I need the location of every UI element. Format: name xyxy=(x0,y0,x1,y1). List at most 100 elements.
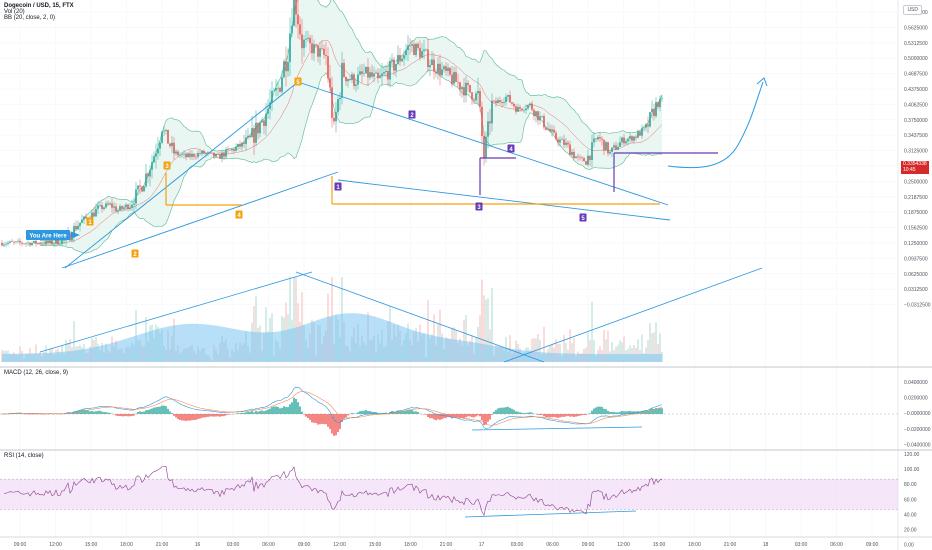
macd-histogram-bar xyxy=(367,410,369,414)
macd-histogram-bar xyxy=(137,411,139,414)
macd-histogram-bar xyxy=(331,414,333,434)
candle-body xyxy=(167,129,169,144)
macd-histogram-bar xyxy=(629,410,631,414)
candle-body xyxy=(497,100,499,104)
candle-body xyxy=(49,240,51,243)
macd-histogram-bar xyxy=(329,414,331,429)
candle-body xyxy=(19,240,21,243)
candle-body xyxy=(125,204,127,208)
macd-tick-label: −0.0400000 xyxy=(904,442,931,448)
macd-histogram-bar xyxy=(161,405,163,414)
candle-body xyxy=(219,154,221,159)
candle-body xyxy=(101,205,103,210)
macd-histogram-bar xyxy=(257,411,259,414)
candle-body xyxy=(575,156,577,159)
candle-body xyxy=(363,73,365,74)
candle-body xyxy=(461,87,463,90)
time-tick-label: 15:00 xyxy=(85,542,98,548)
macd-histogram-bar xyxy=(97,410,99,414)
candle-body xyxy=(523,110,525,111)
macd-histogram-bar xyxy=(603,408,605,414)
macd-histogram-bar xyxy=(143,411,145,414)
candle-body xyxy=(567,142,569,145)
candle-body xyxy=(635,136,637,138)
macd-histogram-bar xyxy=(153,407,155,414)
macd-histogram-bar xyxy=(637,411,639,414)
time-tick-label: 12:00 xyxy=(49,542,62,548)
macd-histogram-bar xyxy=(475,414,477,417)
macd-histogram-bar xyxy=(547,414,549,418)
macd-histogram-bar xyxy=(415,411,417,414)
volume-bar xyxy=(591,301,593,362)
candle-body xyxy=(215,153,217,157)
candle-body xyxy=(491,100,493,124)
macd-histogram-bar xyxy=(541,414,543,415)
candle-body xyxy=(411,44,413,46)
candle-body xyxy=(71,237,73,241)
macd-histogram-bar xyxy=(519,412,521,414)
macd-histogram-bar xyxy=(437,414,439,420)
macd-histogram-bar xyxy=(337,414,339,433)
macd-histogram-bar xyxy=(455,414,457,418)
candle-body xyxy=(321,48,323,49)
candle-body xyxy=(375,72,377,74)
candle-body xyxy=(589,155,591,160)
price-tick-label: 0.5000000 xyxy=(904,56,928,62)
candle-body xyxy=(387,70,389,80)
volume-bar xyxy=(543,326,545,362)
candle-body xyxy=(193,153,195,157)
candle-body xyxy=(305,38,307,40)
candle-body xyxy=(423,49,425,52)
candle-body xyxy=(329,78,331,88)
volume-bar xyxy=(35,344,37,362)
macd-histogram-bar xyxy=(131,414,133,416)
macd-histogram-bar xyxy=(401,411,403,414)
macd-histogram-bar xyxy=(525,413,527,414)
macd-histogram-bar xyxy=(631,411,633,414)
macd-histogram-bar xyxy=(293,397,295,414)
indicator-bb[interactable]: BB (20, close, 2, 0) xyxy=(4,15,56,21)
indicator-vol[interactable]: Vol (20) xyxy=(4,9,25,15)
volume-bar xyxy=(565,343,567,362)
candle-body xyxy=(271,90,273,103)
candle-body xyxy=(169,143,171,147)
macd-histogram-bar xyxy=(377,412,379,414)
macd-legend[interactable]: MACD (12, 26, close, 9) xyxy=(4,370,69,376)
candle-body xyxy=(451,74,453,84)
volume-bar xyxy=(651,333,653,362)
candle-body xyxy=(269,102,271,109)
candle-body xyxy=(381,73,383,76)
macd-histogram-bar xyxy=(105,412,107,414)
candle-body xyxy=(641,128,643,136)
macd-histogram-bar xyxy=(623,411,625,414)
candle-body xyxy=(31,242,33,246)
candle-body xyxy=(583,158,585,162)
volume-trend-down xyxy=(295,271,545,363)
macd-histogram-bar xyxy=(163,405,165,414)
candle-body xyxy=(655,102,657,117)
macd-histogram-bar xyxy=(269,408,271,414)
price-tick-label: 0.1875000 xyxy=(904,210,928,216)
candle-body xyxy=(15,241,17,243)
rsi-legend[interactable]: RSI (14, close) xyxy=(4,453,44,459)
candle-body xyxy=(355,84,357,86)
candle-body xyxy=(135,189,137,204)
macd-tick-label: 0.0400000 xyxy=(904,380,928,386)
you-are-here-box xyxy=(26,230,70,240)
candle-body xyxy=(9,241,11,243)
macd-histogram-bar xyxy=(647,410,649,414)
currency-button[interactable]: USD xyxy=(903,5,922,15)
rsi-tick-label: 20.00 xyxy=(904,528,917,534)
macd-histogram-bar xyxy=(283,406,285,414)
macd-histogram-bar xyxy=(101,411,103,414)
candle-body xyxy=(557,139,559,143)
macd-histogram-bar xyxy=(477,414,479,416)
candle-body xyxy=(479,91,481,107)
candle-body xyxy=(555,132,557,140)
macd-histogram-bar xyxy=(575,414,577,417)
volume-bar xyxy=(289,277,291,362)
last-price-value: 0.3354338 xyxy=(903,161,927,167)
rsi-series xyxy=(0,466,898,516)
